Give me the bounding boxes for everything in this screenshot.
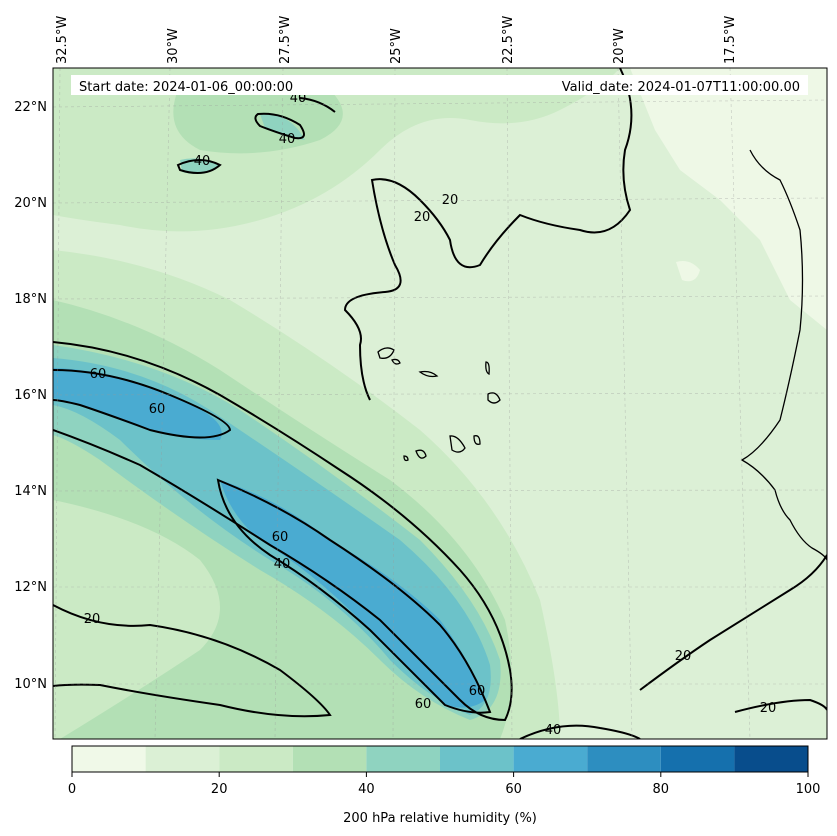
contour-lines — [53, 68, 827, 739]
contour-label: 40 — [279, 132, 296, 147]
lon-label: 30°W — [166, 28, 181, 64]
colorbar-swatch — [366, 746, 440, 772]
colorbar-tick-label: 80 — [653, 782, 670, 797]
lon-label: 27.5°W — [278, 16, 293, 64]
contour-labels: 40 40 40 20 20 60 60 60 40 20 60 60 40 2… — [84, 91, 777, 738]
colorbar-swatch — [440, 746, 514, 772]
island-fogo — [415, 449, 427, 459]
island-santiago — [449, 435, 466, 453]
gridlines — [53, 68, 827, 739]
lat-label: 16°N — [14, 388, 47, 403]
lon-label: 25°W — [389, 28, 404, 64]
contour-label: 60 — [149, 402, 166, 417]
contour-label: 40 — [274, 557, 291, 572]
colorbar-swatch — [219, 746, 293, 772]
humidity-band-0-10-patch — [676, 261, 700, 282]
start-date-label: Start date: 2024-01-06_00:00:00 — [79, 80, 293, 95]
contour-20-southeast — [639, 554, 827, 691]
lon-label: 32.5°W — [55, 16, 70, 64]
contour-label: 40 — [194, 154, 211, 169]
humidity-band-60-70-diagonal — [53, 368, 485, 708]
contour-20-south — [53, 604, 332, 718]
lon-label: 20°W — [612, 28, 627, 64]
colorbar-tick-label: 60 — [505, 782, 522, 797]
contour-label: 20 — [675, 649, 692, 664]
colorbar-swatch — [72, 746, 146, 772]
colorbar-tick-label: 100 — [796, 782, 821, 797]
contour-40-west — [53, 341, 513, 722]
contour-label: 20 — [414, 210, 431, 225]
map-frame — [52, 67, 828, 740]
lat-label: 12°N — [14, 580, 47, 595]
colorbar-swatch — [292, 746, 367, 772]
contour-40-bottom — [519, 724, 641, 739]
island-brava — [403, 455, 409, 462]
colorbar-ticks: 0 20 40 60 80 100 — [68, 772, 821, 797]
african-coastline — [740, 149, 827, 561]
contour-label: 60 — [90, 367, 107, 382]
colorbar: 0 20 40 60 80 100 200 hPa relative humidity (… — [68, 745, 821, 826]
colorbar-swatch — [513, 746, 588, 772]
contour-label: 60 — [272, 530, 289, 545]
lat-label: 14°N — [14, 484, 47, 499]
colorbar-swatch — [734, 746, 808, 772]
contour-40-north-c — [299, 97, 336, 113]
colorbar-tick-label: 40 — [358, 782, 375, 797]
colorbar-swatch — [660, 746, 735, 772]
humidity-band-40-50-north2 — [260, 113, 305, 140]
island-sao-nicolau — [418, 370, 439, 378]
colorbar-tick-label: 20 — [211, 782, 228, 797]
contour-40-north-a — [254, 112, 305, 140]
colorbar-swatch — [587, 746, 661, 772]
lon-label: 17.5°W — [723, 16, 738, 64]
latitude-labels: 22°N 20°N 18°N 16°N 14°N 12°N 10°N — [14, 100, 47, 692]
contour-label: 60 — [469, 684, 486, 699]
lat-label: 20°N — [14, 196, 47, 211]
map-panel: 40 40 40 20 20 60 60 60 40 20 60 60 40 2… — [53, 68, 827, 739]
island-maio — [473, 435, 481, 445]
contour-label: 20 — [760, 701, 777, 716]
contour-40-north-b — [176, 159, 222, 175]
island-sal — [485, 361, 490, 376]
longitude-labels: 32.5°W 30°W 27.5°W 25°W 22.5°W 20°W 17.5… — [55, 16, 738, 64]
contour-20-bottom-right — [734, 698, 827, 713]
lat-label: 10°N — [14, 677, 47, 692]
colorbar-frame — [71, 745, 809, 773]
colorbar-tick-label: 0 — [68, 782, 76, 797]
contour-label: 40 — [545, 723, 562, 738]
contour-label: 60 — [415, 697, 432, 712]
colorbar-swatches — [72, 746, 808, 772]
lat-label: 18°N — [14, 292, 47, 307]
lon-label: 22.5°W — [501, 16, 516, 64]
lat-label: 22°N — [14, 100, 47, 115]
contour-60-west — [53, 369, 232, 439]
contour-label: 20 — [84, 612, 101, 627]
humidity-band-0-10-northeast — [630, 68, 827, 330]
colorbar-swatch — [145, 746, 220, 772]
contour-20-north — [343, 68, 633, 401]
colorbar-label: 200 hPa relative humidity (%) — [343, 811, 537, 826]
island-boa-vista — [487, 392, 501, 404]
valid-date-label: Valid_date: 2024-01-07T11:00:00.00 — [562, 80, 800, 95]
contour-60-diagonal — [216, 478, 492, 714]
header-box — [71, 75, 808, 95]
